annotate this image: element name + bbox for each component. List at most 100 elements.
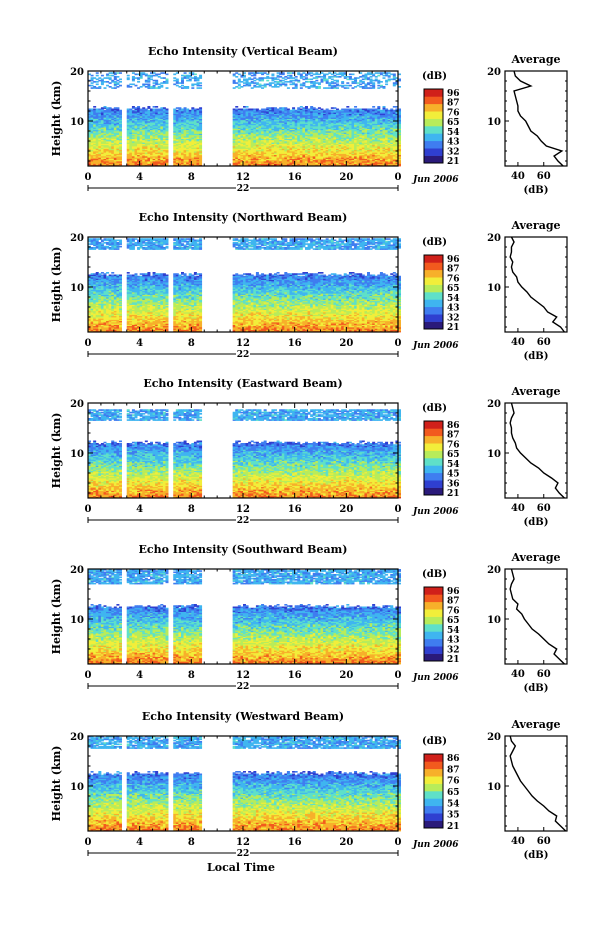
heatmap-cell [106,74,109,76]
heatmap-cell [336,80,339,82]
heatmap-cell [372,109,375,111]
heatmap-cell [305,77,308,79]
heatmap-cell [352,109,355,111]
heatmap-cell [91,109,94,111]
heatmap-cell [98,77,101,79]
heatmap-cell [297,72,300,74]
heatmap-cell [96,81,99,83]
heatmap-cell [181,75,184,77]
heatmap-cell [269,82,272,84]
heatmap-cell [178,107,181,109]
heatmap-cell [194,74,197,76]
heatmap-cell [308,81,311,83]
heatmap-cell [238,84,241,86]
heatmap-cell [277,109,280,111]
heatmap-cell [150,75,153,77]
heatmap-cell [96,79,99,81]
heatmap-cell [372,74,375,76]
heatmap-cell [189,110,192,112]
heatmap-cell [166,74,169,76]
heatmap-cell [233,109,236,111]
heatmap-cell [300,109,303,111]
heatmap-cell [243,82,246,84]
heatmap-cell [354,106,357,108]
heatmap-cell [362,81,365,83]
heatmap-cell [163,107,166,109]
heatmap-cell [145,86,148,88]
heatmap-cell [96,84,99,86]
heatmap-cell [264,72,267,74]
heatmap-cell [155,74,158,76]
heatmap-cell [344,87,347,89]
heatmap-cell [364,84,367,86]
heatmap-cell [160,82,163,84]
heatmap-cell [290,80,293,82]
heatmap-cell [359,86,362,88]
heatmap-cell [305,74,308,76]
heatmap-cell [248,82,251,84]
heatmap-cell [344,109,347,111]
heatmap-cell [233,80,236,82]
heatmap-cell [354,109,357,111]
heatmap-cell [109,72,112,74]
heatmap-cell [176,110,179,112]
heatmap-cell [194,84,197,86]
heatmap-cell [372,80,375,82]
heatmap-cell [109,75,112,77]
heatmap-cell [357,82,360,84]
heatmap-cell [104,110,107,112]
heatmap-cell [326,79,329,81]
heatmap-cell [116,86,119,88]
heatmap-cell [274,107,277,109]
heatmap-cell [160,85,163,87]
heatmap-cell [344,76,347,78]
heatmap-cell [246,106,249,108]
heatmap-cell [163,81,166,83]
heatmap-cell [315,72,318,74]
heatmap-cell [367,109,370,111]
heatmap-cell [364,74,367,76]
heatmap-cell [271,107,274,109]
heatmap-cell [129,109,132,111]
heatmap-cell [140,109,143,111]
heatmap-cell [104,81,107,83]
heatmap-cell [173,77,176,79]
panel-0: Echo Intensity (Vertical Beam)0 4 8 12 16 20 0… [50,45,567,196]
heatmap-cell [302,76,305,78]
heatmap-cell [178,86,181,88]
heatmap-cell [184,107,187,109]
heatmap-cell [243,106,246,108]
heatmap-cell [119,79,122,81]
heatmap-cell [150,79,153,81]
heatmap-cell [91,77,94,79]
heatmap-cell [104,87,107,89]
heatmap-cell [349,109,352,111]
heatmap-cell [367,87,370,89]
heatmap-cell [119,72,122,74]
heatmap-cell [266,76,269,78]
heatmap-cell [274,77,277,79]
heatmap-cell [176,85,179,87]
figure: Echo Intensity (Vertical Beam) 0 4 8 12 16 20 0… [0,0,616,929]
heatmap-cell [331,110,334,112]
heatmap-cell [233,74,236,76]
heatmap-cell [235,86,238,88]
heatmap-cell [328,72,331,74]
heatmap-cell [109,107,112,109]
heatmap-cell [91,85,94,87]
heatmap-cell [362,79,365,81]
heatmap-cell [264,77,267,79]
heatmap-cell [313,74,316,76]
heatmap-cell [137,106,140,108]
heatmap-cell [155,109,158,111]
heatmap-cell [295,79,298,81]
heatmap-cell [318,110,321,112]
heatmap-cell [333,110,336,112]
heatmap-cell [91,82,94,84]
heatmap-cell [339,72,342,74]
heatmap-cell [253,80,256,82]
heatmap-cell [331,79,334,81]
heatmap-cell [277,79,280,81]
heatmap-cell [292,87,295,89]
heatmap-cell [310,85,313,87]
